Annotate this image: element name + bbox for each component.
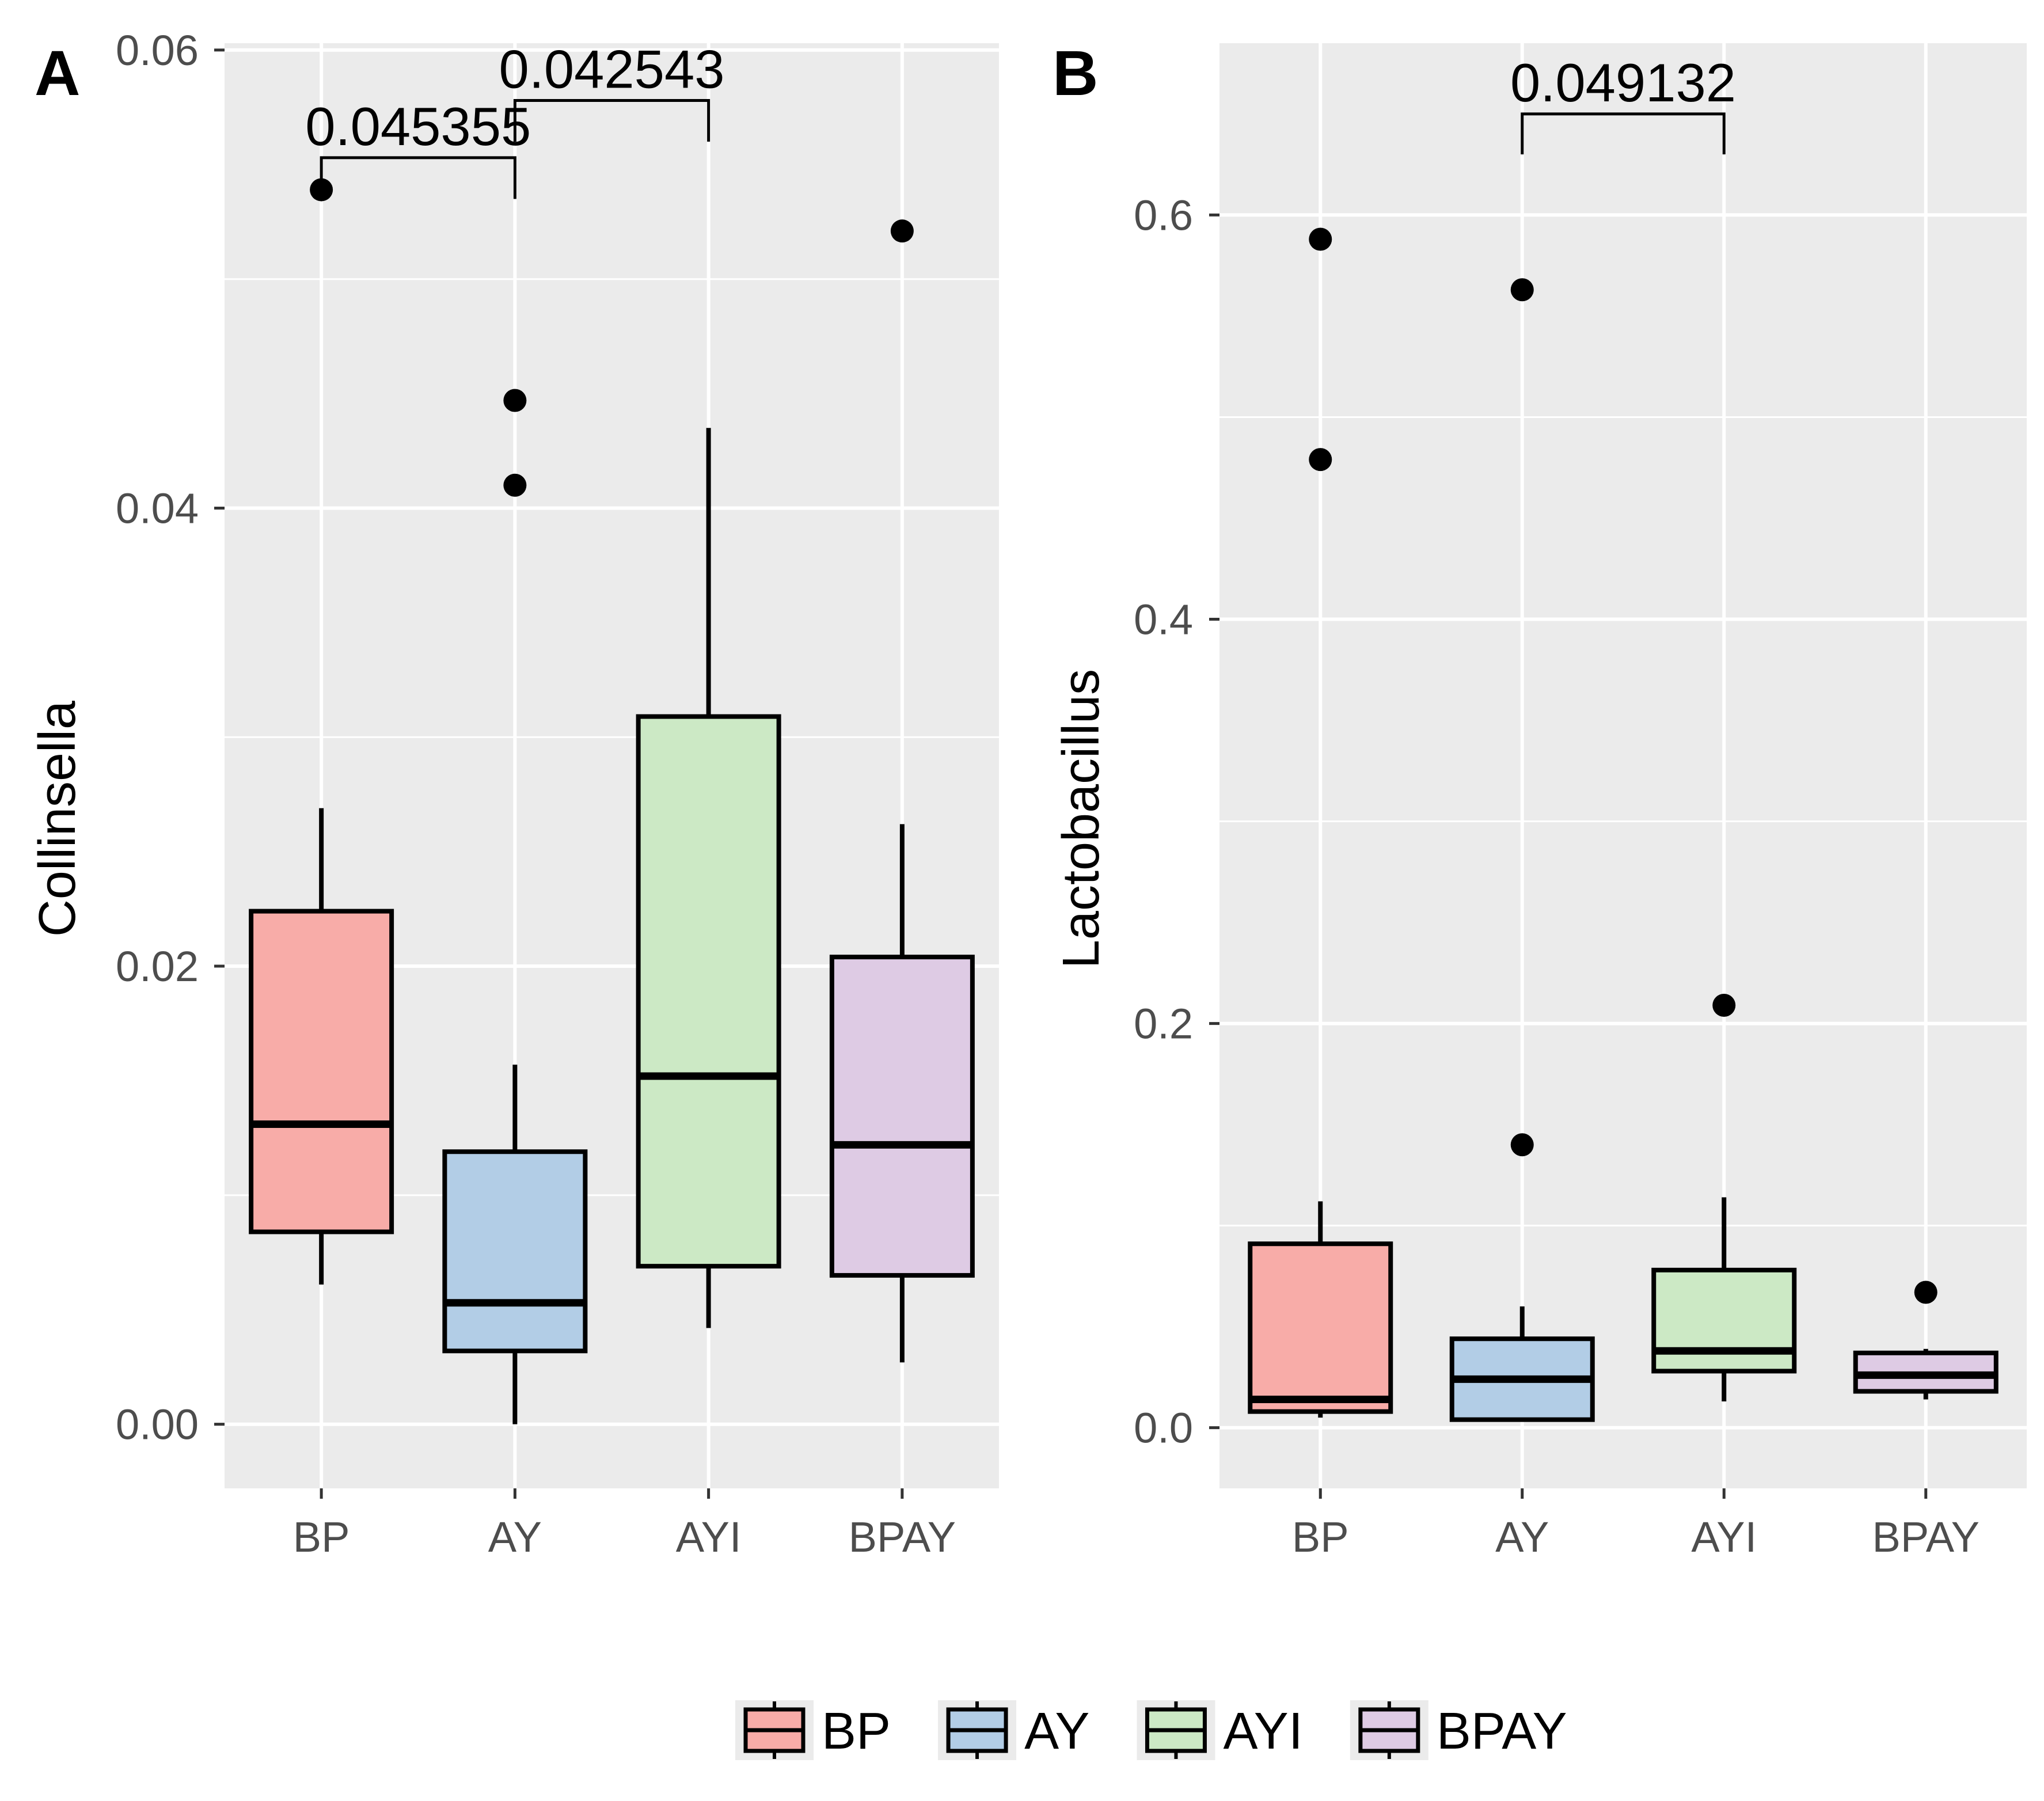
x-tick-label-ay: AY bbox=[488, 1513, 542, 1561]
significance-bracket: 0.045355 bbox=[305, 96, 531, 199]
y-tick-label: 0.0 bbox=[1134, 1404, 1193, 1452]
legend-label: AY bbox=[1024, 1703, 1089, 1760]
y-tick-label: 0.04 bbox=[116, 484, 199, 532]
outlier-point bbox=[503, 473, 527, 497]
x-tick-label-bpay: BPAY bbox=[1872, 1513, 1980, 1561]
legend-item-ay: AY bbox=[938, 1700, 1089, 1760]
x-tick-label-ay: AY bbox=[1495, 1513, 1549, 1561]
panel-b-tag: B bbox=[1053, 38, 1098, 109]
outlier-point bbox=[1510, 278, 1534, 302]
outlier-point bbox=[890, 219, 914, 243]
y-tick-label: 0.06 bbox=[116, 26, 199, 74]
panel-a-tag: A bbox=[35, 38, 80, 109]
legend: BP AY AYI BPAY bbox=[735, 1700, 1567, 1760]
box-ay bbox=[1449, 278, 1595, 1422]
x-tick-label-bp: BP bbox=[1292, 1513, 1349, 1561]
significance-bracket: 0.049132 bbox=[1510, 52, 1736, 155]
y-tick-label: 0.02 bbox=[116, 943, 199, 990]
iqr-box bbox=[1651, 1267, 1797, 1374]
outlier-point bbox=[503, 389, 527, 412]
box-ayi bbox=[636, 428, 781, 1328]
bracket-line bbox=[513, 98, 711, 142]
p-value-label: 0.045355 bbox=[305, 96, 531, 157]
box-bp bbox=[1248, 227, 1393, 1418]
y-tick-label: 0.2 bbox=[1134, 1000, 1193, 1048]
legend-label: AYI bbox=[1223, 1703, 1302, 1760]
box-bpay bbox=[829, 219, 975, 1363]
x-tick-label-bp: BP bbox=[293, 1513, 350, 1561]
y-tick-label: 0.6 bbox=[1134, 191, 1193, 239]
legend-label: BPAY bbox=[1437, 1703, 1567, 1760]
outlier-point bbox=[1510, 1133, 1534, 1157]
panel-a-y-axis-title: Collinsella bbox=[29, 700, 86, 937]
legend-label: BP bbox=[822, 1703, 891, 1760]
bracket-line bbox=[1521, 112, 1726, 155]
iqr-box bbox=[636, 714, 781, 1269]
legend-item-bp: BP bbox=[735, 1700, 891, 1760]
iqr-box bbox=[1248, 1241, 1393, 1414]
legend-item-ayi: AYI bbox=[1137, 1700, 1303, 1760]
bracket-line bbox=[320, 156, 516, 199]
iqr-box bbox=[442, 1149, 588, 1354]
p-value-label: 0.042543 bbox=[499, 39, 724, 99]
y-tick-label: 0.00 bbox=[116, 1401, 199, 1449]
panel-b-y-axis-title: Lactobacillus bbox=[1053, 669, 1110, 968]
significance-bracket: 0.042543 bbox=[499, 39, 725, 142]
box-bpay bbox=[1853, 1281, 1999, 1400]
y-tick-label: 0.4 bbox=[1134, 595, 1193, 643]
outlier-point bbox=[1712, 993, 1736, 1017]
box-ayi bbox=[1651, 993, 1797, 1402]
outlier-point bbox=[1309, 227, 1332, 251]
legend-item-bpay: BPAY bbox=[1350, 1700, 1567, 1760]
iqr-box bbox=[249, 909, 394, 1234]
box-bp bbox=[249, 178, 394, 1285]
box-ay bbox=[442, 389, 588, 1424]
plot-area bbox=[1219, 43, 2027, 1488]
iqr-box bbox=[829, 955, 975, 1278]
outlier-point bbox=[1914, 1281, 1937, 1304]
x-tick-label-ayi: AYI bbox=[676, 1513, 742, 1561]
p-value-label: 0.049132 bbox=[1510, 52, 1736, 113]
outlier-point bbox=[1309, 448, 1332, 472]
panel-b: B Lactobacillus 0.00.20.40.6BP AY AYI BPAY0… bbox=[1053, 38, 2027, 1561]
x-tick-label-ayi: AYI bbox=[1691, 1513, 1757, 1561]
x-tick-label-bpay: BPAY bbox=[849, 1513, 956, 1561]
